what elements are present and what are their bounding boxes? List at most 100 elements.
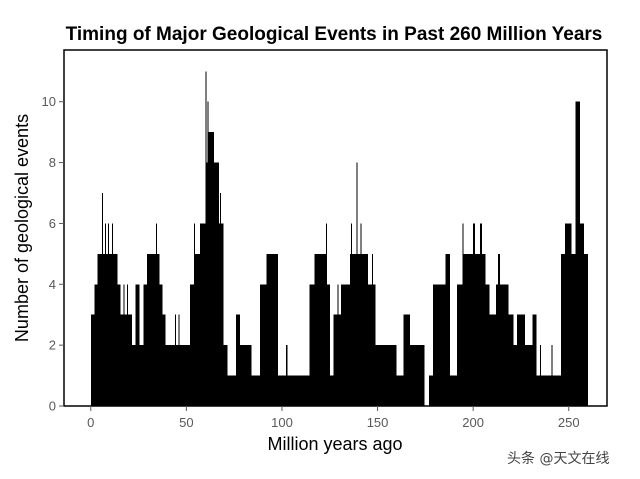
- histogram-bar: [333, 314, 338, 406]
- histogram-bar: [403, 314, 411, 406]
- histogram-bar: [103, 253, 106, 406]
- histogram-bar: [236, 314, 240, 406]
- y-tick-label: 6: [49, 216, 56, 231]
- x-axis-label: Million years ago: [267, 434, 402, 454]
- histogram-bar: [410, 345, 425, 406]
- histogram-bar: [194, 253, 200, 406]
- histogram-bar: [205, 71, 207, 407]
- histogram-bar: [107, 223, 109, 406]
- histogram-bar: [372, 284, 376, 406]
- x-tick-label: 50: [179, 415, 193, 430]
- histogram-bar: [175, 345, 179, 406]
- histogram-bar: [498, 253, 500, 406]
- y-axis: 0 2 4 6 8 10: [42, 94, 64, 414]
- histogram-bar: [105, 223, 107, 406]
- histogram-bar: [356, 162, 358, 406]
- histogram-bar: [278, 375, 286, 406]
- histogram-bar: [499, 284, 509, 406]
- histogram-bar: [227, 375, 237, 406]
- histogram-bar: [123, 284, 125, 406]
- histogram-bar: [473, 223, 476, 406]
- histogram-bar: [508, 314, 514, 406]
- histogram-bar: [309, 284, 315, 406]
- histogram-bar: [135, 284, 140, 406]
- histogram-bar: [357, 253, 361, 406]
- histogram-bar: [124, 314, 128, 406]
- histogram-bar: [178, 314, 180, 406]
- x-tick-label: 200: [462, 415, 484, 430]
- histogram-bar: [326, 284, 330, 406]
- histogram-bar: [117, 284, 121, 406]
- histogram-bar: [479, 223, 482, 406]
- histogram-bar: [106, 253, 108, 406]
- histogram-bar: [524, 345, 533, 406]
- x-tick-label: 0: [87, 415, 94, 430]
- plot-frame: [63, 49, 608, 407]
- histogram-bar: [540, 345, 542, 406]
- histogram-bar: [102, 193, 104, 406]
- y-tick-label: 8: [49, 155, 56, 170]
- histogram-bar: [496, 284, 499, 406]
- histogram-bar: [131, 345, 136, 406]
- histogram-bar: [517, 314, 525, 406]
- watermark: 头条 @天文在线: [507, 450, 609, 467]
- histogram-bar: [143, 284, 148, 406]
- histogram-bar: [396, 375, 404, 406]
- histogram-bar: [462, 223, 464, 406]
- histogram-bar: [337, 284, 339, 406]
- y-tick-label: 2: [49, 338, 56, 353]
- histogram-bar: [351, 253, 357, 406]
- histogram-bar: [287, 375, 310, 406]
- histogram-bar: [97, 253, 103, 406]
- histogram-bar: [513, 345, 518, 406]
- histogram-bar: [94, 284, 98, 406]
- y-tick-label: 4: [49, 277, 56, 292]
- histogram-bar: [159, 284, 163, 406]
- histogram-bar: [561, 253, 565, 406]
- histogram-bar: [208, 132, 215, 406]
- histogram-bar: [360, 223, 362, 406]
- histogram-bar: [111, 223, 113, 406]
- histogram-bar: [218, 223, 220, 406]
- x-axis: 0 50 100 150 200 250: [87, 406, 580, 430]
- histogram-bar: [532, 314, 537, 406]
- histogram-bar: [259, 284, 267, 406]
- histogram-bar: [375, 345, 397, 406]
- histogram-bar: [552, 375, 562, 406]
- histogram-bar: [433, 284, 446, 406]
- histogram-bar: [584, 253, 588, 406]
- histogram-bar: [112, 253, 118, 406]
- y-tick-label: 0: [49, 399, 56, 414]
- histogram-bar: [108, 253, 112, 406]
- histogram-bar: [429, 375, 434, 406]
- histogram-bar: [127, 284, 129, 406]
- histogram-bar: [139, 345, 144, 406]
- histogram-bar: [481, 253, 486, 406]
- histogram-bar: [190, 284, 195, 406]
- histogram-bar: [194, 223, 196, 406]
- histogram-bar: [90, 314, 95, 406]
- histogram-bar: [349, 253, 351, 406]
- histogram-bar: [463, 253, 474, 406]
- histogram-bar: [329, 375, 334, 406]
- x-tick-label: 150: [367, 415, 389, 430]
- histogram-bar: [147, 253, 156, 406]
- histogram-bar: [174, 314, 176, 406]
- histogram-bar: [165, 345, 175, 406]
- histogram-bar: [450, 375, 457, 406]
- histogram-bar: [251, 375, 260, 406]
- histogram-bar: [371, 253, 373, 406]
- histogram-bar: [489, 314, 497, 406]
- histogram-bar: [445, 253, 451, 406]
- histogram-bar: [338, 314, 342, 406]
- y-axis-label: Number of geological events: [12, 114, 32, 342]
- histogram-bar: [219, 193, 221, 406]
- chart-title: Timing of Major Geological Events in Pas…: [66, 24, 603, 45]
- histogram-bar: [162, 314, 166, 406]
- histogram-bar: [571, 253, 576, 406]
- histogram-bar: [368, 284, 372, 406]
- histogram-bar: [341, 284, 350, 406]
- histogram-bar: [485, 284, 490, 406]
